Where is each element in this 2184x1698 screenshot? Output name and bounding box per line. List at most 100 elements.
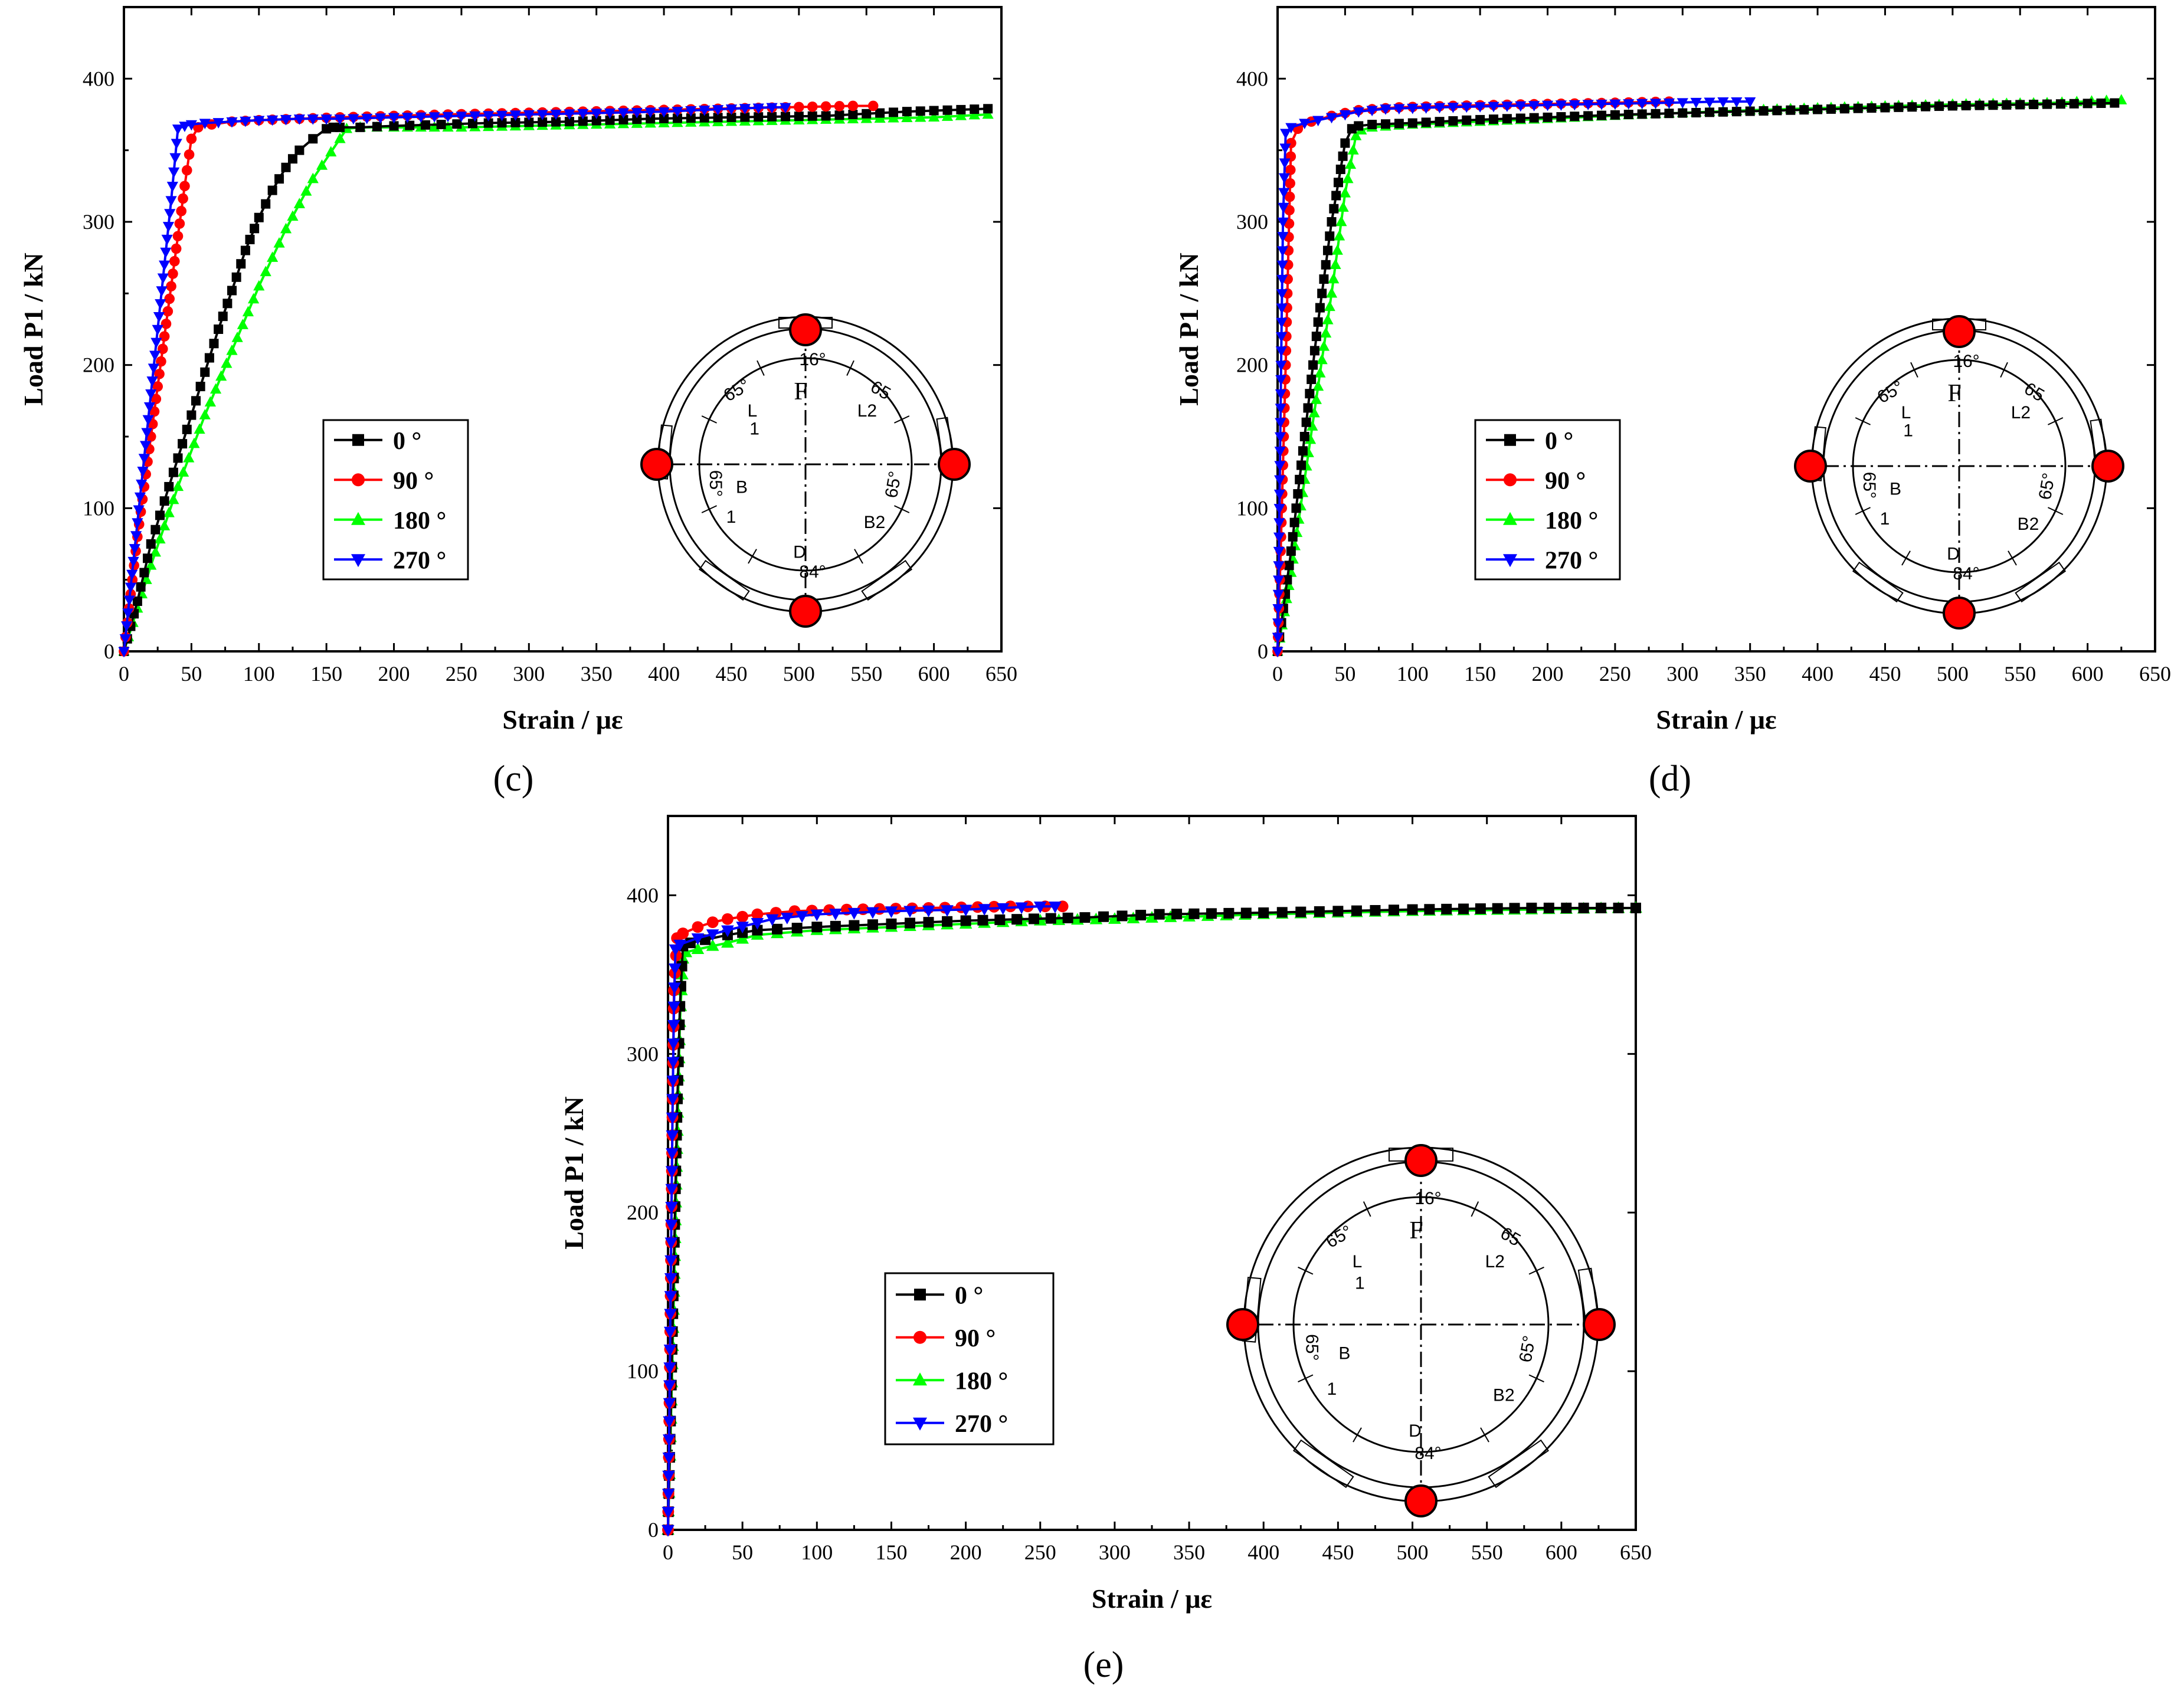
- data-point: [140, 573, 152, 584]
- data-point: [148, 363, 159, 374]
- data-point: [1867, 103, 1877, 113]
- x-tick-label: 0: [663, 1540, 673, 1564]
- data-point: [1351, 905, 1362, 916]
- data-point: [820, 101, 831, 112]
- legend-label: 90 °: [1545, 467, 1586, 494]
- data-point: [668, 982, 681, 995]
- series-0deg: [119, 104, 993, 656]
- data-point: [133, 505, 145, 516]
- inset-tick: [701, 505, 717, 513]
- data-point: [218, 312, 228, 322]
- data-point: [1325, 231, 1335, 241]
- data-point: [123, 595, 135, 607]
- data-point: [886, 918, 897, 929]
- data-point: [664, 1255, 677, 1267]
- data-point: [664, 1220, 678, 1232]
- data-point: [1433, 103, 1446, 114]
- x-tick-label: 200: [950, 1540, 982, 1564]
- x-tick-label: 400: [648, 662, 680, 686]
- data-point: [214, 324, 224, 334]
- data-point: [662, 1452, 676, 1464]
- legend-label: 90 °: [955, 1325, 996, 1352]
- data-point: [1275, 375, 1287, 386]
- y-tick-label: 300: [627, 1042, 659, 1066]
- data-point: [663, 1345, 677, 1356]
- data-point: [810, 909, 824, 922]
- data-point: [1272, 589, 1284, 601]
- data-point: [888, 107, 898, 117]
- data-point: [389, 121, 399, 131]
- y-tick-label: 400: [627, 883, 659, 907]
- data-point: [923, 917, 934, 928]
- data-point: [200, 367, 210, 377]
- data-point: [159, 260, 171, 271]
- series-0deg: [663, 902, 1641, 1535]
- data-point: [662, 1470, 675, 1483]
- data-point: [1316, 353, 1328, 365]
- data-point: [122, 608, 134, 619]
- data-point: [1275, 360, 1287, 372]
- data-point: [739, 104, 751, 114]
- x-tick-label: 50: [181, 662, 202, 686]
- data-point: [765, 914, 779, 926]
- data-point: [1370, 904, 1381, 916]
- data-point: [751, 917, 764, 930]
- data-point: [1447, 103, 1459, 113]
- data-point: [156, 286, 168, 297]
- data-point: [1317, 289, 1327, 299]
- inset-load-point: [789, 313, 822, 346]
- data-point: [1921, 101, 1931, 112]
- inset-tick: [1528, 1266, 1544, 1275]
- data-point: [1435, 117, 1445, 127]
- data-point: [663, 1434, 676, 1447]
- data-point: [1543, 112, 1553, 122]
- data-point: [1570, 112, 1580, 122]
- data-point: [280, 222, 292, 234]
- data-point: [168, 493, 179, 504]
- legend: 0 ° 90 ° 180 ° 270 °: [322, 419, 469, 581]
- data-point: [834, 110, 844, 120]
- data-point: [307, 114, 319, 125]
- data-point: [915, 111, 926, 122]
- data-point: [794, 112, 804, 122]
- x-tick-label: 550: [2004, 662, 2036, 686]
- y-tick-label: 100: [83, 496, 114, 520]
- data-point: [1515, 101, 1527, 112]
- data-point: [1745, 106, 1755, 116]
- data-point: [334, 132, 346, 143]
- data-point: [830, 920, 841, 932]
- data-point: [254, 212, 264, 222]
- x-tick-label: 300: [1099, 1540, 1131, 1564]
- x-axis-title: Strain / με: [1656, 704, 1776, 735]
- data-point: [126, 569, 138, 581]
- data-point: [1509, 903, 1520, 914]
- data-point: [1947, 101, 1957, 111]
- data-point: [665, 1184, 679, 1196]
- data-point: [129, 544, 140, 555]
- data-point: [267, 115, 279, 126]
- data-point: [1303, 403, 1313, 413]
- data-point: [942, 916, 953, 927]
- data-point: [150, 337, 162, 349]
- data-point: [1337, 201, 1349, 212]
- legend-marker: [1503, 554, 1517, 568]
- data-point: [204, 396, 217, 407]
- data-point: [577, 109, 589, 120]
- data-point: [136, 479, 148, 490]
- data-point: [618, 114, 628, 124]
- data-point: [1744, 97, 1756, 108]
- data-point: [456, 112, 467, 122]
- data-point: [1273, 518, 1285, 529]
- series-line: [123, 113, 988, 652]
- legend-box: [322, 419, 469, 581]
- series-270deg: [1272, 97, 1756, 658]
- data-point: [523, 110, 535, 121]
- data-point: [2002, 100, 2012, 110]
- data-point: [1543, 902, 1554, 913]
- data-point: [847, 907, 861, 920]
- data-point: [1331, 191, 1341, 201]
- data-point: [236, 259, 246, 269]
- data-point: [171, 139, 182, 149]
- data-point: [168, 268, 178, 279]
- data-point: [174, 218, 185, 229]
